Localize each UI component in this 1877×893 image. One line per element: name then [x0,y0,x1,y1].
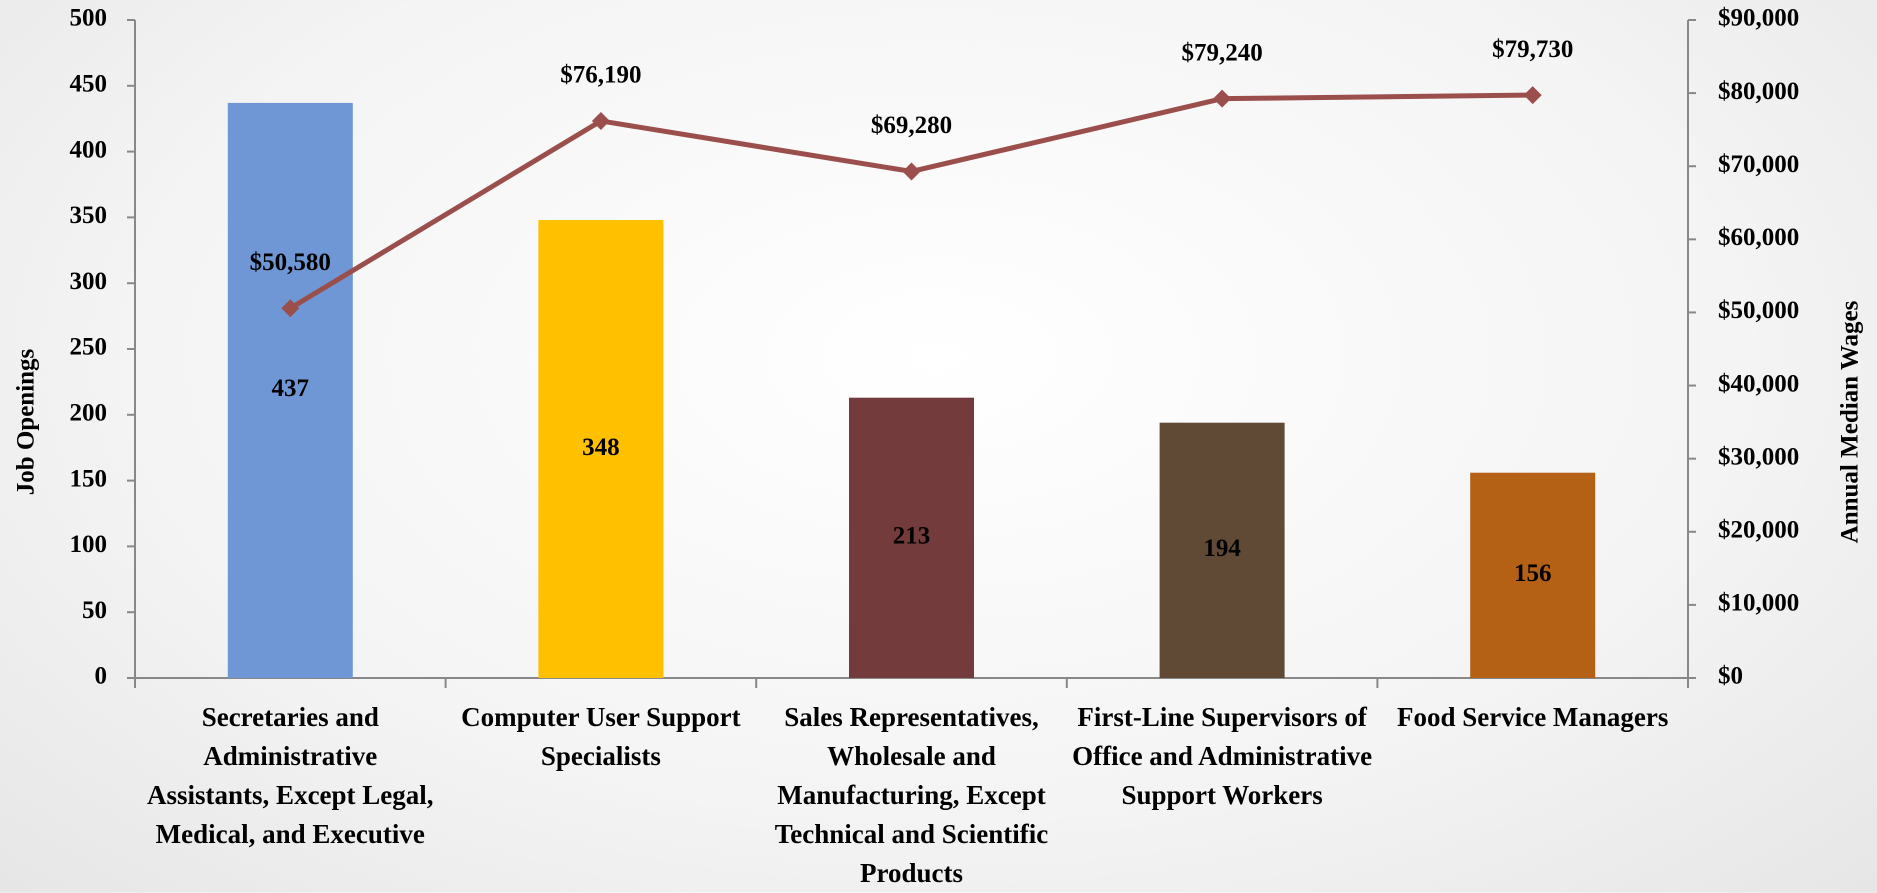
bar [227,102,353,678]
line-marker [591,111,610,130]
y-tick-label: 200 [70,400,108,427]
line-marker [1213,89,1232,108]
y2-tick-label: $80,000 [1718,78,1799,105]
x-tick-label: Secretaries and Administrative Assistant… [147,702,434,849]
line-value-label: $50,580 [250,249,331,276]
y2-tick-label: $70,000 [1718,151,1799,178]
bar-value-label: 156 [1514,560,1552,587]
x-tick-label: Food Service Managers [1396,702,1669,732]
line-marker [1523,86,1542,105]
y2-tick-label: $40,000 [1718,370,1799,397]
y-tick-label: 50 [82,597,107,624]
y-tick-label: 350 [70,202,108,229]
bar-value-label: 348 [582,434,620,461]
y2-tick-label: $50,000 [1718,297,1799,324]
bar [538,220,664,679]
y-tick-label: 100 [70,531,108,558]
y-tick-label: 300 [70,268,108,295]
line-value-label: $79,730 [1492,36,1573,63]
y2-tick-label: $60,000 [1718,224,1799,251]
bar [1470,472,1596,678]
x-tick-label: Computer User Support Specialists [461,702,741,771]
y2-tick-label: $30,000 [1718,443,1799,470]
line-marker [281,299,300,318]
y2-axis-title: Annual Median Wages [1837,300,1864,543]
y2-tick-label: $20,000 [1718,517,1799,544]
y-axis-title: Job Openings [13,348,40,495]
line-marker [902,162,921,181]
y-tick-label: 500 [70,5,108,32]
y-tick-label: 150 [70,465,108,492]
y-tick-label: 450 [70,71,108,98]
line-value-label: $79,240 [1181,39,1262,66]
line-value-label: $76,190 [560,62,641,89]
bar [849,397,974,678]
y-tick-label: 400 [70,136,108,163]
bar-value-label: 213 [893,523,931,550]
y2-tick-label: $10,000 [1718,590,1799,617]
x-tick-label: First-Line Supervisors of Office and Adm… [1072,702,1373,810]
y2-tick-label: $0 [1718,663,1743,690]
line-value-label: $69,280 [871,112,952,139]
bar [1159,422,1285,678]
bar-value-label: 437 [272,375,310,402]
x-tick-label: Sales Representatives, Wholesale and Man… [774,702,1049,888]
y2-tick-label: $90,000 [1718,5,1799,32]
bar-value-label: 194 [1203,535,1241,562]
y-tick-label: 0 [95,663,108,690]
y-tick-label: 250 [70,334,108,361]
